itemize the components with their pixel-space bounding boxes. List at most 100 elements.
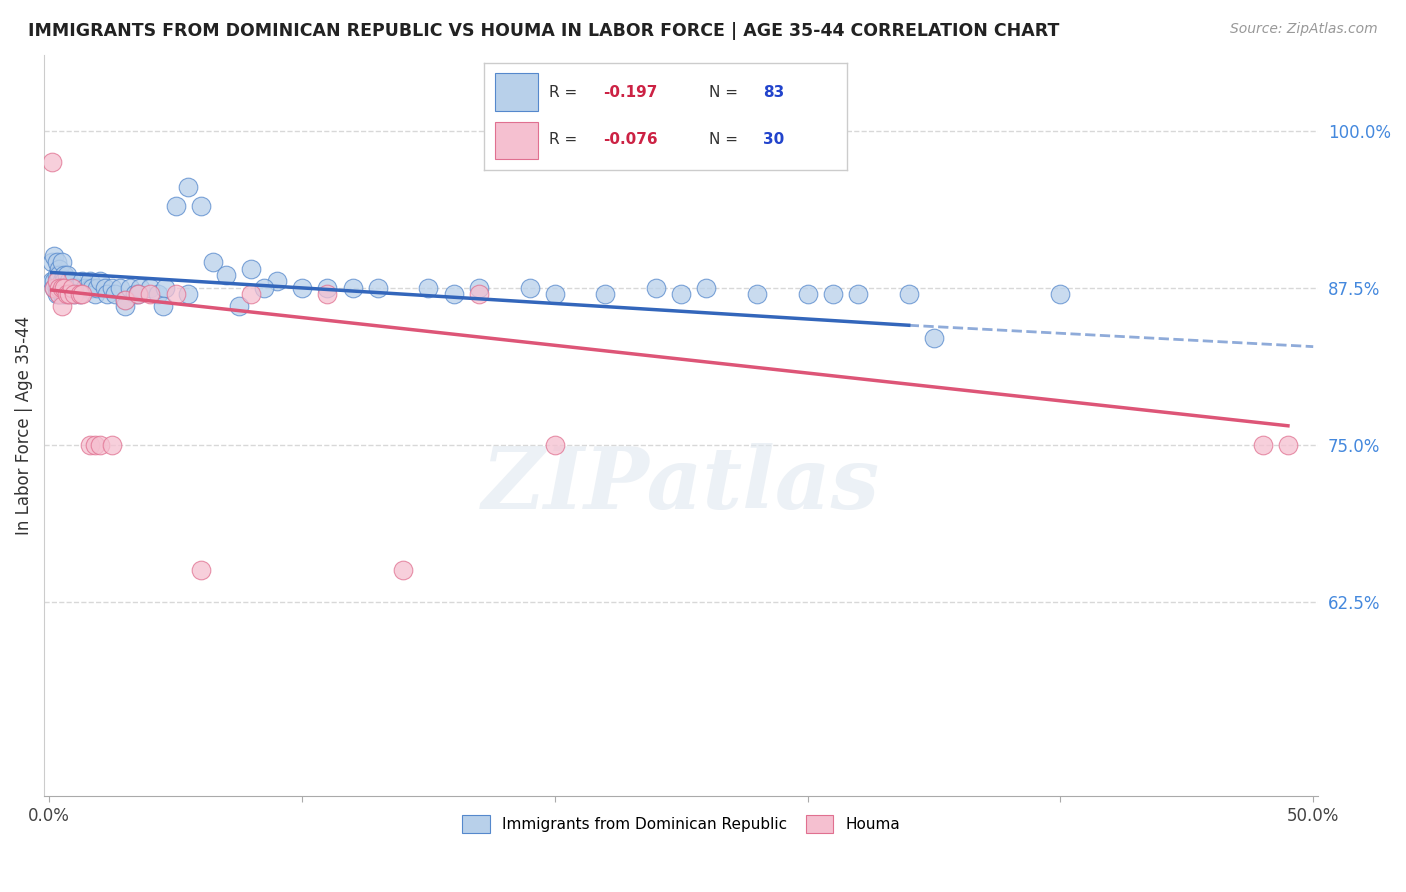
Point bbox=[51, 280, 73, 294]
Point bbox=[48, 286, 70, 301]
Point bbox=[45, 255, 67, 269]
Point bbox=[51, 274, 73, 288]
Point bbox=[83, 286, 105, 301]
Y-axis label: In Labor Force | Age 35-44: In Labor Force | Age 35-44 bbox=[15, 317, 32, 535]
Point bbox=[79, 280, 101, 294]
Point bbox=[695, 280, 717, 294]
Point bbox=[48, 280, 70, 294]
Point bbox=[846, 286, 869, 301]
Point bbox=[367, 280, 389, 294]
Point bbox=[114, 300, 136, 314]
Point bbox=[177, 286, 200, 301]
Point bbox=[745, 286, 768, 301]
Point bbox=[101, 280, 124, 294]
Text: ZIPatlas: ZIPatlas bbox=[482, 443, 880, 527]
Point bbox=[190, 563, 212, 577]
Point bbox=[70, 286, 93, 301]
Point bbox=[468, 280, 491, 294]
Point bbox=[165, 199, 187, 213]
Point bbox=[139, 286, 162, 301]
Point bbox=[48, 280, 70, 294]
Point bbox=[44, 280, 66, 294]
Point bbox=[101, 437, 124, 451]
Point bbox=[129, 280, 152, 294]
Point bbox=[69, 286, 91, 301]
Point bbox=[56, 286, 79, 301]
Point bbox=[146, 286, 169, 301]
Point bbox=[63, 280, 86, 294]
Point bbox=[48, 286, 70, 301]
Point bbox=[418, 280, 440, 294]
Point bbox=[53, 280, 76, 294]
Point bbox=[58, 286, 80, 301]
Point bbox=[51, 255, 73, 269]
Point bbox=[63, 286, 86, 301]
Point bbox=[56, 280, 79, 294]
Point bbox=[544, 286, 567, 301]
Text: Source: ZipAtlas.com: Source: ZipAtlas.com bbox=[1230, 22, 1378, 37]
Point bbox=[215, 268, 238, 282]
Point bbox=[45, 280, 67, 294]
Point bbox=[202, 255, 225, 269]
Point bbox=[1277, 437, 1299, 451]
Point bbox=[108, 280, 131, 294]
Point bbox=[41, 255, 63, 269]
Text: IMMIGRANTS FROM DOMINICAN REPUBLIC VS HOUMA IN LABOR FORCE | AGE 35-44 CORRELATI: IMMIGRANTS FROM DOMINICAN REPUBLIC VS HO… bbox=[28, 22, 1060, 40]
Point bbox=[240, 286, 263, 301]
Point bbox=[669, 286, 692, 301]
Point bbox=[48, 261, 70, 276]
Point bbox=[48, 268, 70, 282]
Point bbox=[94, 280, 117, 294]
Point bbox=[253, 280, 276, 294]
Point bbox=[645, 280, 668, 294]
Point bbox=[544, 437, 567, 451]
Point bbox=[127, 286, 149, 301]
Point bbox=[595, 286, 617, 301]
Point bbox=[821, 286, 844, 301]
Point bbox=[63, 286, 86, 301]
Point bbox=[45, 274, 67, 288]
Legend: Immigrants from Dominican Republic, Houma: Immigrants from Dominican Republic, Houm… bbox=[454, 808, 908, 840]
Point bbox=[45, 268, 67, 282]
Point bbox=[96, 286, 118, 301]
Point bbox=[796, 286, 818, 301]
Point bbox=[519, 280, 541, 294]
Point bbox=[82, 280, 104, 294]
Point bbox=[177, 180, 200, 194]
Point bbox=[60, 280, 83, 294]
Point bbox=[152, 300, 174, 314]
Point bbox=[53, 268, 76, 282]
Point bbox=[79, 437, 101, 451]
Point bbox=[316, 286, 339, 301]
Point bbox=[56, 268, 79, 282]
Point bbox=[897, 286, 920, 301]
Point bbox=[1049, 286, 1071, 301]
Point bbox=[190, 199, 212, 213]
Point bbox=[114, 293, 136, 307]
Point bbox=[155, 280, 177, 294]
Point bbox=[79, 274, 101, 288]
Point bbox=[41, 274, 63, 288]
Point bbox=[443, 286, 465, 301]
Point bbox=[228, 300, 250, 314]
Point bbox=[468, 286, 491, 301]
Point bbox=[53, 274, 76, 288]
Point bbox=[44, 249, 66, 263]
Point bbox=[86, 280, 108, 294]
Point bbox=[44, 274, 66, 288]
Point bbox=[922, 331, 945, 345]
Point bbox=[127, 286, 149, 301]
Point bbox=[44, 280, 66, 294]
Point bbox=[342, 280, 364, 294]
Point bbox=[51, 286, 73, 301]
Point bbox=[60, 274, 83, 288]
Point bbox=[165, 286, 187, 301]
Point bbox=[316, 280, 339, 294]
Point bbox=[70, 274, 93, 288]
Point bbox=[83, 437, 105, 451]
Point bbox=[124, 286, 146, 301]
Point bbox=[139, 280, 162, 294]
Point bbox=[41, 155, 63, 169]
Point bbox=[1251, 437, 1274, 451]
Point bbox=[104, 286, 127, 301]
